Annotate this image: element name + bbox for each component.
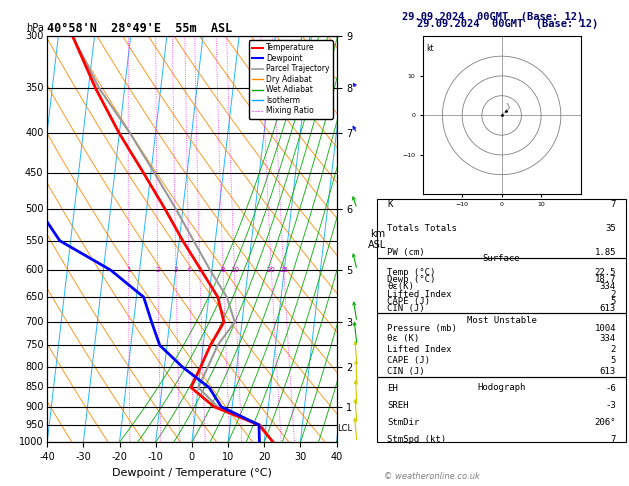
Text: 29.09.2024  00GMT  (Base: 12): 29.09.2024 00GMT (Base: 12) [417,19,599,30]
Text: kt: kt [426,44,434,53]
Text: 950: 950 [25,420,43,430]
Text: θε (K): θε (K) [387,334,420,344]
Text: Temp (°C): Temp (°C) [387,268,436,277]
Text: CAPE (J): CAPE (J) [387,356,430,365]
Text: 2: 2 [155,267,160,273]
Text: 1004: 1004 [594,324,616,332]
Bar [377,199,626,258]
Bar [377,377,626,442]
Text: Hodograph: Hodograph [477,383,526,392]
Text: Totals Totals: Totals Totals [387,224,457,233]
Text: CIN (J): CIN (J) [387,304,425,313]
Text: 7: 7 [611,435,616,444]
Text: Lifted Index: Lifted Index [387,290,452,298]
Text: 4: 4 [187,267,191,273]
Text: 334: 334 [600,334,616,344]
Text: 5: 5 [611,356,616,365]
Text: 1.85: 1.85 [594,248,616,257]
Text: 500: 500 [25,204,43,214]
Text: 800: 800 [25,362,43,372]
Text: 600: 600 [25,265,43,275]
Text: 18.7: 18.7 [594,275,616,284]
Text: 850: 850 [25,382,43,393]
Text: 613: 613 [600,367,616,376]
Bar [377,313,626,377]
Text: 8: 8 [221,267,225,273]
Text: hPa: hPa [26,22,43,33]
Text: 22.5: 22.5 [594,268,616,277]
Text: 206°: 206° [594,418,616,427]
Text: CAPE (J): CAPE (J) [387,297,430,306]
Text: CIN (J): CIN (J) [387,367,425,376]
Y-axis label: km
ASL: km ASL [369,228,387,250]
Text: Most Unstable: Most Unstable [467,316,537,325]
X-axis label: Dewpoint / Temperature (°C): Dewpoint / Temperature (°C) [112,468,272,478]
Text: 2: 2 [611,290,616,298]
Text: 10: 10 [230,267,239,273]
Text: LCL: LCL [338,424,353,433]
Text: EH: EH [387,384,398,393]
Text: 40°58'N  28°49'E  55m  ASL: 40°58'N 28°49'E 55m ASL [47,22,233,35]
Text: -3: -3 [605,401,616,410]
Text: 1000: 1000 [19,437,43,447]
Text: 550: 550 [25,236,43,246]
Text: Surface: Surface [483,254,520,263]
Text: 400: 400 [25,128,43,139]
Text: © weatheronline.co.uk: © weatheronline.co.uk [384,472,479,481]
Bar [377,258,626,313]
Text: 450: 450 [25,168,43,178]
Text: 613: 613 [600,304,616,313]
Text: Pressure (mb): Pressure (mb) [387,324,457,332]
Text: 5: 5 [611,297,616,306]
Text: 2: 2 [611,346,616,354]
Text: Dewp (°C): Dewp (°C) [387,275,436,284]
Text: StmSpd (kt): StmSpd (kt) [387,435,447,444]
Text: SREH: SREH [387,401,409,410]
Text: 334: 334 [600,282,616,291]
Text: 7: 7 [611,200,616,208]
Text: 750: 750 [25,340,43,350]
Text: K: K [387,200,392,208]
Text: StmDir: StmDir [387,418,420,427]
Text: 29.09.2024  00GMT  (Base: 12): 29.09.2024 00GMT (Base: 12) [403,12,584,22]
Text: 20: 20 [267,267,276,273]
Text: 650: 650 [25,292,43,302]
Legend: Temperature, Dewpoint, Parcel Trajectory, Dry Adiabat, Wet Adiabat, Isotherm, Mi: Temperature, Dewpoint, Parcel Trajectory… [248,40,333,119]
Text: 350: 350 [25,84,43,93]
Text: -6: -6 [605,384,616,393]
Text: 35: 35 [605,224,616,233]
Text: 3: 3 [174,267,178,273]
Text: θε(K): θε(K) [387,282,415,291]
Text: 900: 900 [25,402,43,412]
Text: 5: 5 [198,267,202,273]
Text: 700: 700 [25,317,43,327]
Text: Lifted Index: Lifted Index [387,346,452,354]
Text: 1: 1 [126,267,131,273]
Text: 300: 300 [25,32,43,41]
Text: PW (cm): PW (cm) [387,248,425,257]
Text: 25: 25 [279,267,288,273]
